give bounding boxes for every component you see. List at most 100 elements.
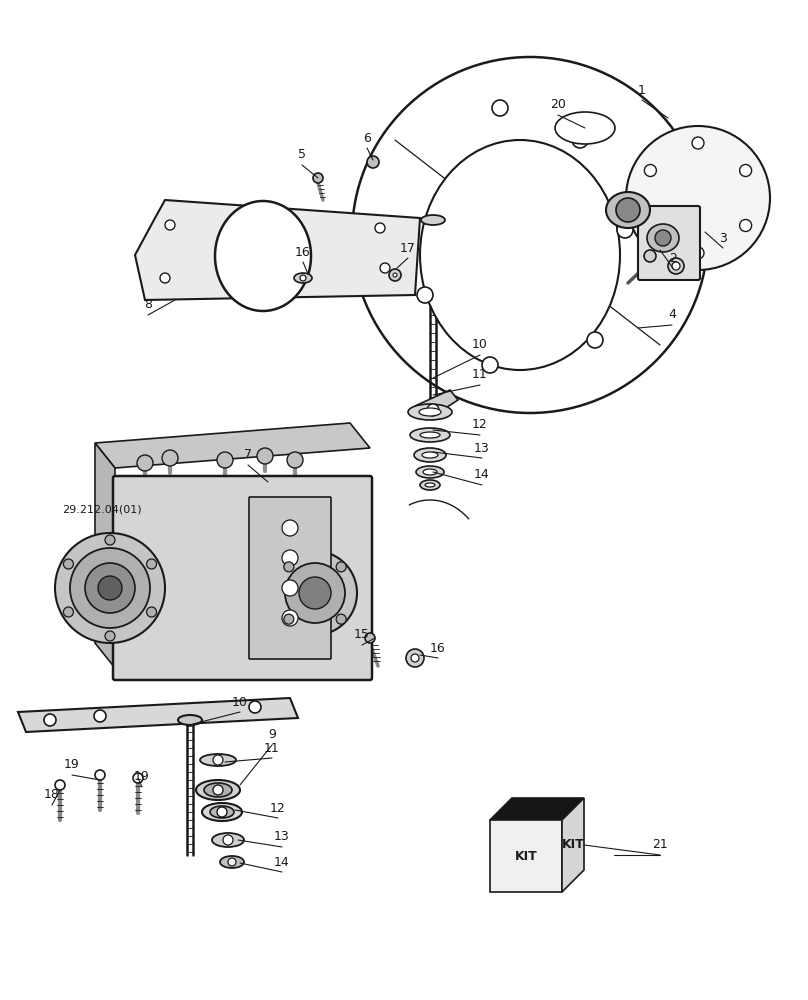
FancyBboxPatch shape [113, 476, 372, 680]
Circle shape [655, 230, 671, 246]
Circle shape [672, 262, 680, 270]
Circle shape [380, 263, 390, 273]
Circle shape [55, 533, 165, 643]
Ellipse shape [196, 780, 240, 800]
Circle shape [365, 633, 375, 643]
Ellipse shape [414, 448, 446, 462]
Text: KIT: KIT [562, 838, 584, 852]
Ellipse shape [425, 483, 435, 487]
Text: 10: 10 [232, 696, 248, 708]
Ellipse shape [406, 649, 424, 667]
Polygon shape [415, 390, 458, 418]
Circle shape [299, 577, 331, 609]
Ellipse shape [423, 469, 437, 475]
FancyBboxPatch shape [638, 206, 700, 280]
Circle shape [572, 132, 588, 148]
Polygon shape [490, 820, 562, 892]
Circle shape [626, 126, 770, 270]
Circle shape [284, 562, 294, 572]
Ellipse shape [410, 428, 450, 442]
Text: 2: 2 [669, 251, 677, 264]
Text: KIT: KIT [515, 850, 537, 862]
Text: 12: 12 [472, 418, 488, 432]
Circle shape [367, 156, 379, 168]
Circle shape [389, 269, 401, 281]
Text: 16: 16 [430, 642, 446, 654]
Circle shape [160, 273, 170, 283]
Circle shape [228, 858, 236, 866]
Circle shape [482, 357, 498, 373]
Circle shape [213, 785, 223, 795]
Circle shape [587, 332, 603, 348]
Circle shape [70, 548, 150, 628]
Circle shape [223, 835, 233, 845]
Ellipse shape [422, 452, 438, 458]
Circle shape [64, 607, 74, 617]
Circle shape [492, 100, 508, 116]
Circle shape [313, 173, 323, 183]
Circle shape [64, 559, 74, 569]
Ellipse shape [416, 466, 444, 478]
Text: 4: 4 [668, 308, 676, 322]
Circle shape [98, 576, 122, 600]
Polygon shape [95, 443, 115, 668]
Ellipse shape [204, 783, 232, 797]
Text: 15: 15 [354, 629, 370, 642]
Text: 10: 10 [472, 338, 488, 352]
Circle shape [146, 559, 157, 569]
Ellipse shape [420, 480, 440, 490]
Text: 7: 7 [244, 448, 252, 462]
Circle shape [162, 450, 178, 466]
Ellipse shape [178, 715, 202, 725]
Ellipse shape [421, 215, 445, 225]
Circle shape [137, 455, 153, 471]
Circle shape [105, 535, 115, 545]
Text: 11: 11 [472, 368, 488, 381]
Text: 9: 9 [268, 728, 276, 742]
Circle shape [668, 258, 684, 274]
Ellipse shape [555, 112, 615, 144]
Circle shape [300, 275, 306, 281]
Text: 14: 14 [474, 468, 490, 482]
Ellipse shape [212, 833, 244, 847]
Text: 21: 21 [652, 838, 668, 852]
Circle shape [287, 452, 303, 468]
Circle shape [352, 57, 708, 413]
Polygon shape [562, 798, 584, 892]
Ellipse shape [420, 140, 620, 370]
Circle shape [95, 770, 105, 780]
Circle shape [217, 807, 227, 817]
Ellipse shape [294, 273, 312, 283]
Circle shape [617, 222, 633, 238]
Circle shape [44, 714, 56, 726]
Text: 12: 12 [270, 802, 286, 814]
Text: 3: 3 [719, 232, 727, 244]
Text: 6: 6 [363, 131, 371, 144]
Ellipse shape [606, 192, 650, 228]
Polygon shape [18, 698, 298, 732]
Circle shape [273, 551, 357, 635]
Circle shape [282, 580, 298, 596]
Circle shape [739, 220, 751, 232]
Circle shape [411, 654, 419, 662]
Circle shape [427, 404, 439, 416]
Circle shape [336, 562, 346, 572]
Circle shape [644, 164, 656, 176]
Text: 13: 13 [474, 442, 490, 454]
Circle shape [644, 220, 656, 232]
Text: 1: 1 [638, 84, 646, 97]
Polygon shape [135, 200, 420, 300]
Circle shape [213, 755, 223, 765]
FancyBboxPatch shape [249, 497, 331, 659]
Circle shape [336, 614, 346, 624]
Circle shape [249, 701, 261, 713]
Text: 5: 5 [298, 148, 306, 161]
Circle shape [257, 448, 273, 464]
Circle shape [165, 220, 175, 230]
Ellipse shape [202, 803, 242, 821]
Circle shape [692, 137, 704, 149]
Ellipse shape [420, 432, 440, 438]
Circle shape [284, 614, 294, 624]
Text: 11: 11 [264, 742, 280, 754]
Circle shape [105, 631, 115, 641]
